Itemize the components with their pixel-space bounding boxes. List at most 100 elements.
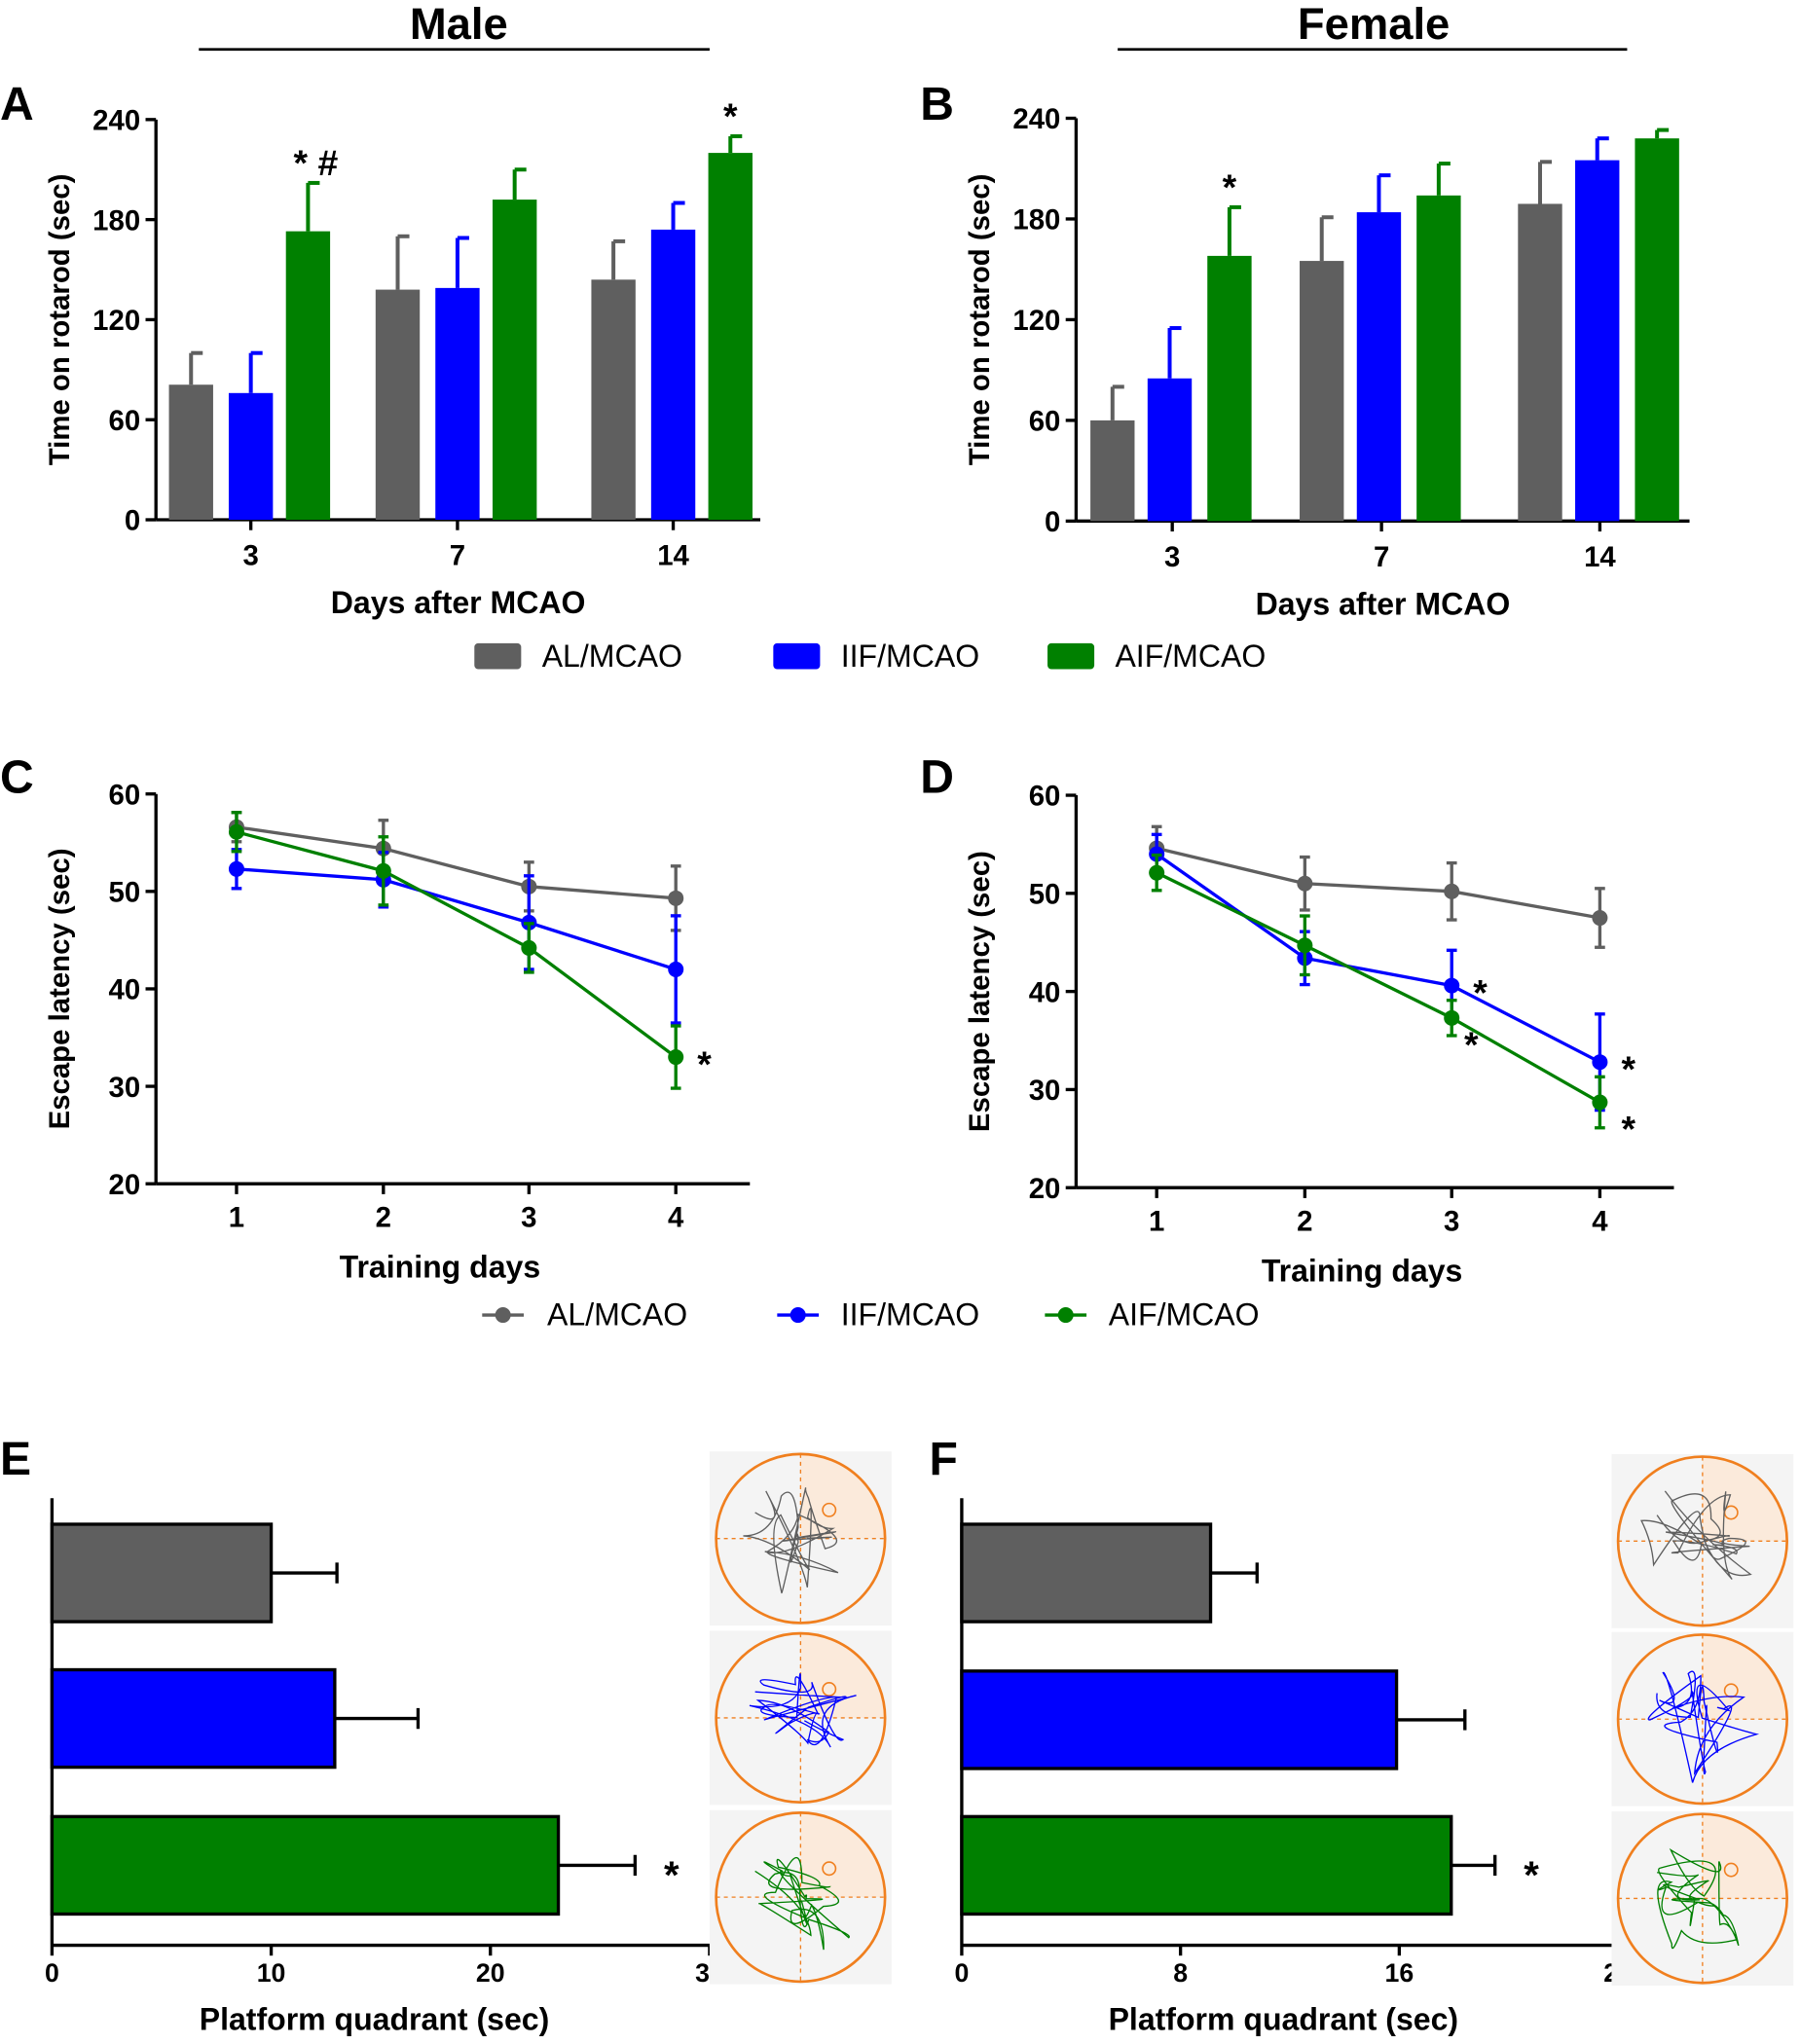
legend-label: AL/MCAO	[542, 639, 682, 674]
bar-iif	[1356, 212, 1402, 522]
swim-path	[743, 1487, 839, 1594]
bar-iif	[435, 287, 480, 521]
legend-marker	[495, 1307, 511, 1324]
series-line-iif	[1156, 853, 1601, 1064]
header-male: Male	[410, 0, 508, 49]
x-tick-label: 2	[1297, 1205, 1312, 1237]
data-point	[1444, 977, 1460, 994]
x-tick-label: 0	[45, 1958, 59, 1988]
legend-swatch	[773, 642, 821, 670]
significance-mark: *	[1223, 166, 1237, 207]
significance-mark: *	[1464, 1024, 1479, 1065]
swim-path	[1647, 1670, 1760, 1783]
x-axis-title: Training days	[340, 1249, 540, 1284]
significance-mark: *	[723, 95, 738, 136]
swim-path	[749, 1673, 857, 1748]
legend-label: AIF/MCAO	[1109, 1297, 1260, 1332]
x-axis-title: Platform quadrant (sec)	[1109, 2001, 1459, 2036]
target-quadrant	[800, 1812, 886, 1898]
x-tick-label: 10	[257, 1958, 286, 1988]
legend-swatch	[1047, 642, 1095, 670]
y-tick-label: 60	[109, 405, 141, 437]
y-tick-label: 60	[1029, 406, 1061, 438]
platform-marker	[822, 1502, 837, 1517]
y-axis-title: Escape latency (sec)	[44, 849, 76, 1130]
x-tick-label: 2	[376, 1201, 391, 1233]
x-tick-label: 3	[1164, 541, 1180, 573]
data-point	[521, 939, 537, 956]
data-point	[1297, 875, 1313, 892]
significance-mark: * #	[294, 142, 339, 183]
panel-label-E: E	[0, 1433, 31, 1485]
bar-aif	[960, 1814, 1453, 1916]
x-tick-label: 16	[1385, 1958, 1414, 1988]
significance-mark: *	[1622, 1048, 1636, 1089]
y-tick-label: 60	[1029, 781, 1061, 813]
x-axis-title: Platform quadrant (sec)	[200, 2001, 550, 2036]
bar-aif	[708, 153, 753, 521]
bar-iif	[228, 392, 274, 521]
y-tick-label: 50	[1029, 879, 1061, 911]
series-line-al	[1156, 846, 1600, 920]
significance-mark: *	[1622, 1109, 1636, 1150]
significance-mark: *	[664, 1854, 680, 1897]
significance-mark: *	[1473, 972, 1488, 1013]
legend-label: IIF/MCAO	[841, 1297, 979, 1332]
y-tick-label: 180	[1012, 204, 1060, 237]
bar-aif	[50, 1814, 561, 1916]
x-tick-label: 4	[668, 1201, 684, 1233]
x-axis-title: Days after MCAO	[331, 585, 586, 620]
swim-path	[1640, 1490, 1752, 1581]
significance-mark: *	[1524, 1854, 1539, 1897]
bar-aif	[1635, 138, 1679, 522]
data-point	[668, 1049, 684, 1066]
bar-iif	[50, 1667, 337, 1770]
target-quadrant	[800, 1453, 886, 1539]
x-tick-label: 1	[229, 1201, 244, 1233]
data-point	[1592, 910, 1608, 927]
bar-al	[168, 384, 213, 521]
bar-aif	[1207, 255, 1252, 522]
bar-aif	[285, 231, 331, 521]
data-point	[668, 890, 684, 906]
x-axis-title: Days after MCAO	[1256, 586, 1511, 621]
y-tick-label: 30	[1029, 1075, 1061, 1107]
y-tick-label: 20	[1029, 1173, 1061, 1205]
panel-label-F: F	[930, 1433, 958, 1485]
y-axis-title: Escape latency (sec)	[964, 851, 996, 1132]
bar-al	[375, 289, 421, 521]
series-line-aif	[236, 830, 678, 1059]
legend-label: AL/MCAO	[547, 1297, 687, 1332]
panel-label-B: B	[920, 78, 954, 130]
bar-iif	[650, 229, 696, 521]
legend-marker	[790, 1307, 806, 1324]
x-tick-label: 3	[1444, 1205, 1459, 1237]
data-point	[1149, 864, 1165, 881]
platform-marker	[1723, 1683, 1739, 1698]
y-tick-label: 0	[1045, 506, 1060, 538]
legend-swatch	[474, 642, 522, 670]
x-tick-label: 14	[1584, 541, 1616, 573]
x-tick-label: 4	[1592, 1205, 1608, 1237]
y-axis-title: Time on rotarod (sec)	[44, 174, 76, 466]
data-point	[1592, 1094, 1608, 1111]
data-point	[1444, 1009, 1460, 1026]
x-tick-label: 7	[1374, 541, 1389, 573]
data-point	[1297, 937, 1313, 954]
y-tick-label: 240	[1012, 103, 1060, 135]
bar-al	[1090, 420, 1135, 522]
target-quadrant	[1702, 1634, 1787, 1720]
x-tick-label: 3	[242, 540, 258, 572]
data-point	[668, 961, 684, 977]
series-line-iif	[236, 867, 677, 971]
y-tick-label: 30	[109, 1072, 141, 1104]
x-tick-label: 0	[954, 1958, 969, 1988]
platform-marker	[822, 1861, 837, 1877]
y-tick-label: 0	[125, 505, 140, 537]
y-axis-title: Time on rotarod (sec)	[964, 174, 996, 466]
bar-al	[1300, 261, 1344, 522]
y-tick-label: 180	[92, 204, 140, 237]
y-tick-label: 40	[109, 974, 141, 1006]
x-tick-label: 8	[1173, 1958, 1188, 1988]
y-tick-label: 60	[109, 779, 141, 811]
